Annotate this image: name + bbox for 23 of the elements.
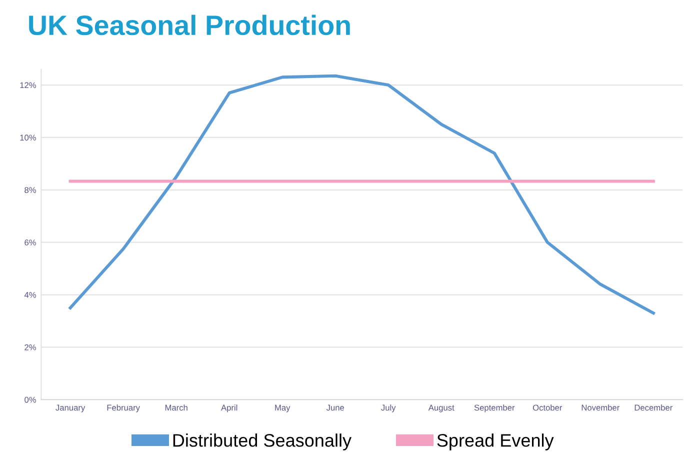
- x-tick-label: November: [582, 404, 620, 411]
- x-tick-label: February: [107, 404, 140, 412]
- y-tick-label: 12%: [20, 82, 36, 88]
- x-tick-label: July: [381, 404, 396, 412]
- x-tick-label: October: [532, 404, 562, 411]
- x-tick-label: May: [275, 404, 290, 412]
- y-tick-label: 6%: [24, 240, 36, 246]
- chart-title: UK Seasonal Production: [29, 14, 350, 36]
- x-tick-label: December: [634, 404, 672, 411]
- y-tick-label: 2%: [24, 344, 36, 350]
- legend-label: Spread Evenly: [437, 434, 554, 450]
- x-tick-label: June: [326, 404, 344, 411]
- legend-label: Distributed Seasonally: [173, 434, 352, 450]
- y-tick-label: 0%: [24, 396, 36, 403]
- y-tick-label: 10%: [20, 134, 36, 141]
- y-tick-label: 8%: [24, 187, 36, 193]
- line-series: [68, 74, 655, 315]
- x-tick-label: August: [428, 404, 454, 412]
- x-tick-label: April: [221, 404, 238, 412]
- y-tick-label: 4%: [24, 292, 36, 298]
- x-tick-label: January: [56, 404, 86, 412]
- x-tick-label: September: [474, 404, 515, 412]
- x-tick-label: March: [165, 404, 188, 411]
